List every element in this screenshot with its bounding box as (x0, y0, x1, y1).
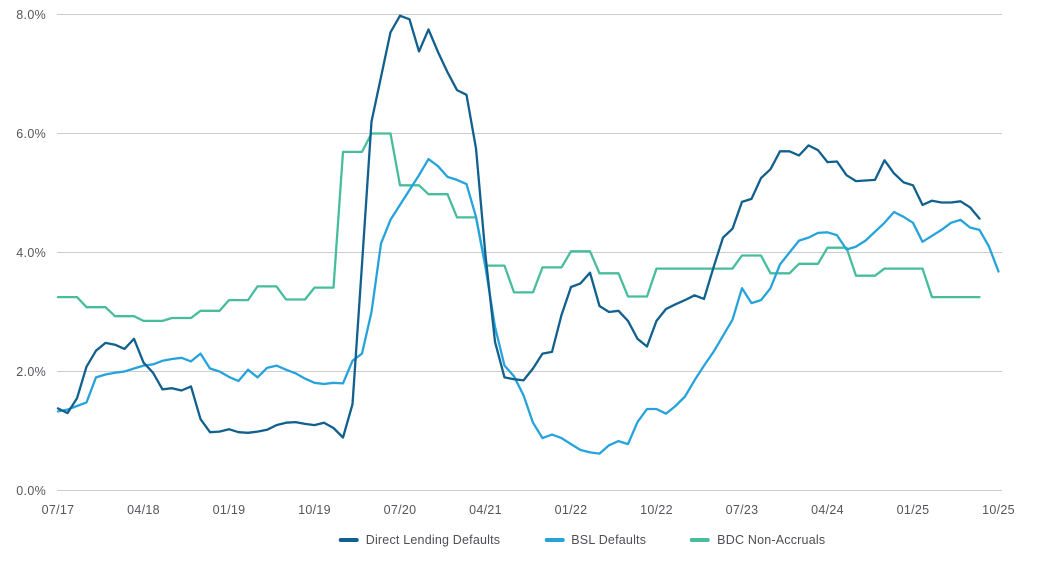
y-axis-label: 8.0% (16, 8, 46, 22)
y-axis-label: 0.0% (16, 484, 46, 498)
series-line-bdc-non-accruals (56, 132, 981, 323)
x-axis-label: 10/25 (982, 503, 1015, 517)
chart-legend: Direct Lending Defaults BSL Defaults BDC N… (338, 533, 826, 547)
x-axis-label: 07/23 (726, 503, 759, 517)
y-axis-label: 2.0% (16, 365, 46, 379)
legend-item-bsl-defaults: BSL Defaults (544, 533, 646, 547)
y-axis-label: 4.0% (16, 246, 46, 260)
series-line-direct-lending-defaults (56, 14, 981, 439)
legend-swatch-icon (544, 538, 565, 542)
legend-swatch-icon (338, 538, 359, 542)
x-axis-label: 04/21 (469, 503, 502, 517)
legend-item-bdc-non-accruals: BDC Non-Accruals (690, 533, 825, 547)
x-axis-label: 04/18 (127, 503, 160, 517)
series-line-bsl-defaults (56, 157, 1000, 455)
x-axis-label: 01/19 (213, 503, 246, 517)
x-axis-label: 01/25 (897, 503, 930, 517)
legend-label: BSL Defaults (571, 533, 647, 547)
y-axis-label: 6.0% (16, 127, 46, 141)
x-axis-label: 04/24 (811, 503, 844, 517)
x-axis-label: 07/20 (384, 503, 417, 517)
x-axis-label: 07/17 (42, 503, 75, 517)
legend-item-direct-lending-defaults: Direct Lending Defaults (338, 533, 501, 547)
x-axis-label: 10/22 (640, 503, 673, 517)
legend-swatch-icon (690, 538, 711, 542)
legend-label: BDC Non-Accruals (717, 533, 826, 547)
x-axis-label: 01/22 (555, 503, 588, 517)
legend-label: Direct Lending Defaults (365, 533, 501, 547)
x-axis-label: 10/19 (298, 503, 331, 517)
